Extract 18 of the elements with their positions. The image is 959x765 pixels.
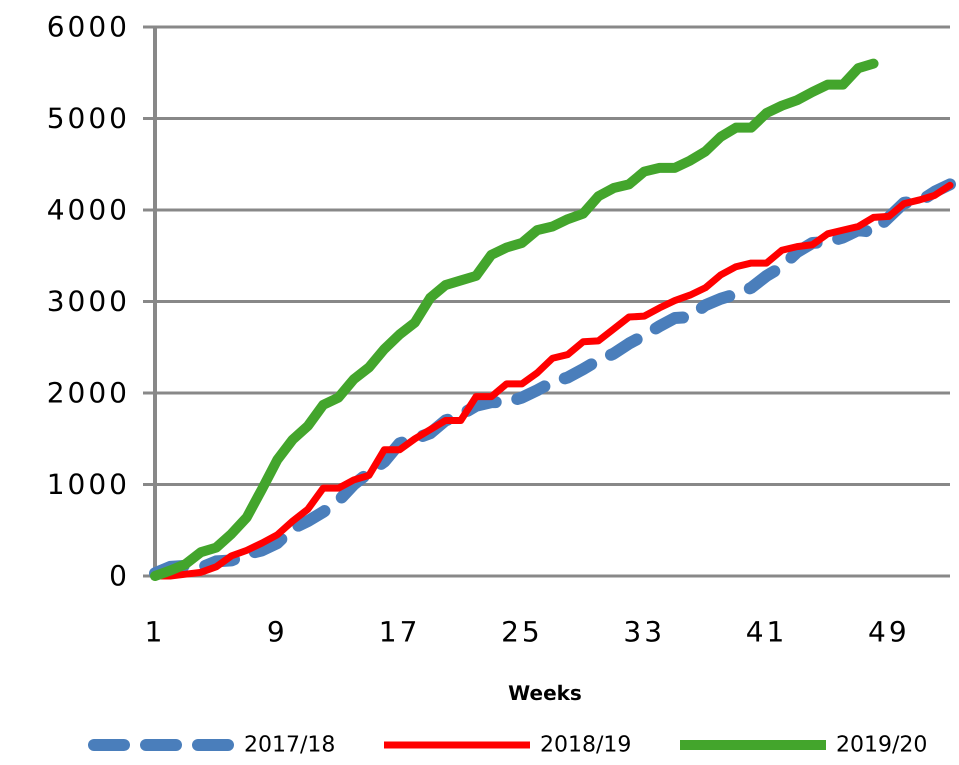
y-tick-label: 2000 bbox=[46, 376, 130, 410]
y-tick-label: 6000 bbox=[46, 10, 130, 44]
x-tick-label: 17 bbox=[378, 616, 420, 648]
legend-label: 2017/18 bbox=[244, 732, 336, 758]
y-tick-label: 4000 bbox=[46, 194, 130, 226]
legend-label: 2018/19 bbox=[540, 732, 632, 758]
y-tick-label: 1000 bbox=[46, 468, 130, 501]
x-tick-label: 33 bbox=[623, 616, 666, 648]
legend-label: 2019/20 bbox=[836, 732, 928, 758]
x-tick-label: 41 bbox=[746, 616, 788, 648]
y-tick-label: 0 bbox=[109, 560, 130, 592]
x-axis-title: Weeks bbox=[508, 681, 582, 705]
y-tick-label: 3000 bbox=[46, 285, 130, 318]
x-tick-label: 9 bbox=[266, 616, 288, 648]
x-tick-label: 1 bbox=[144, 616, 166, 648]
x-tick-label: 49 bbox=[868, 616, 910, 648]
x-tick-label: 25 bbox=[501, 616, 543, 648]
y-tick-label: 5000 bbox=[46, 102, 130, 135]
